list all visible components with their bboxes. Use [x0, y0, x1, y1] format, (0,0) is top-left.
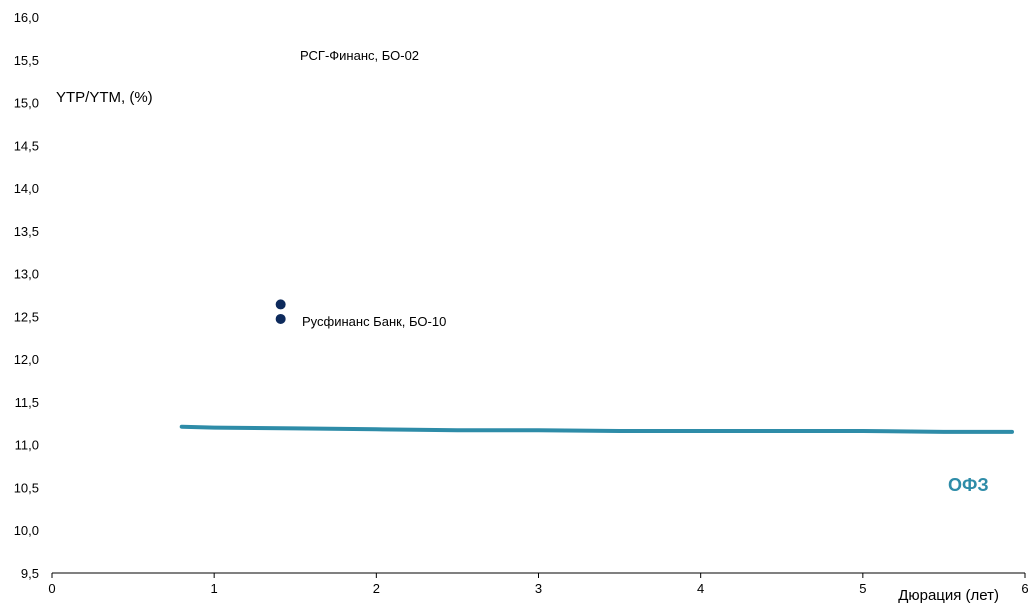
y-tick-label: 13,0 [14, 267, 39, 282]
annotation-rsg-finans: РСГ-Финанс, БО-02 [300, 48, 419, 63]
x-axis: 0 1 2 3 4 5 6 [48, 572, 1029, 596]
data-point [275, 313, 286, 324]
series-layer [179, 299, 1014, 434]
x-tick-label: 4 [697, 581, 704, 596]
x-tick-label: 0 [48, 581, 55, 596]
y-tick-label: 9,5 [21, 566, 39, 581]
y-tick-label: 14,5 [14, 138, 39, 153]
series-label-ofz: ОФЗ [948, 475, 989, 495]
x-tick-label: 3 [535, 581, 542, 596]
x-tick-label: 5 [859, 581, 866, 596]
annotation-rusfinans-bank: Русфинанс Банк, БО-10 [302, 314, 446, 329]
y-axis: 9,5 10,0 10,5 11,0 11,5 12,0 12,5 13,0 13,5 14,0 1… [14, 10, 39, 581]
y-tick-label: 12,0 [14, 352, 39, 367]
x-tick-label: 2 [373, 581, 380, 596]
x-tick-label: 6 [1021, 581, 1028, 596]
y-tick-label: 16,0 [14, 10, 39, 25]
y-tick-label: 11,5 [15, 395, 39, 410]
y-tick-label: 10,5 [14, 480, 39, 495]
y-axis-title: YTP/YTM, (%) [56, 89, 153, 106]
data-point [275, 299, 286, 310]
y-tick-label: 12,5 [14, 309, 39, 324]
y-tick-label: 10,0 [14, 523, 39, 538]
series-line-ofz [179, 424, 1014, 434]
y-tick-label: 13,5 [14, 224, 39, 239]
x-tick-label: 1 [211, 581, 218, 596]
x-axis-title: Дюрация (лет) [898, 587, 999, 604]
y-tick-label: 11,0 [15, 438, 39, 453]
y-tick-label: 15,0 [14, 96, 39, 111]
y-tick-label: 15,5 [14, 53, 39, 68]
y-tick-label: 14,0 [14, 181, 39, 196]
